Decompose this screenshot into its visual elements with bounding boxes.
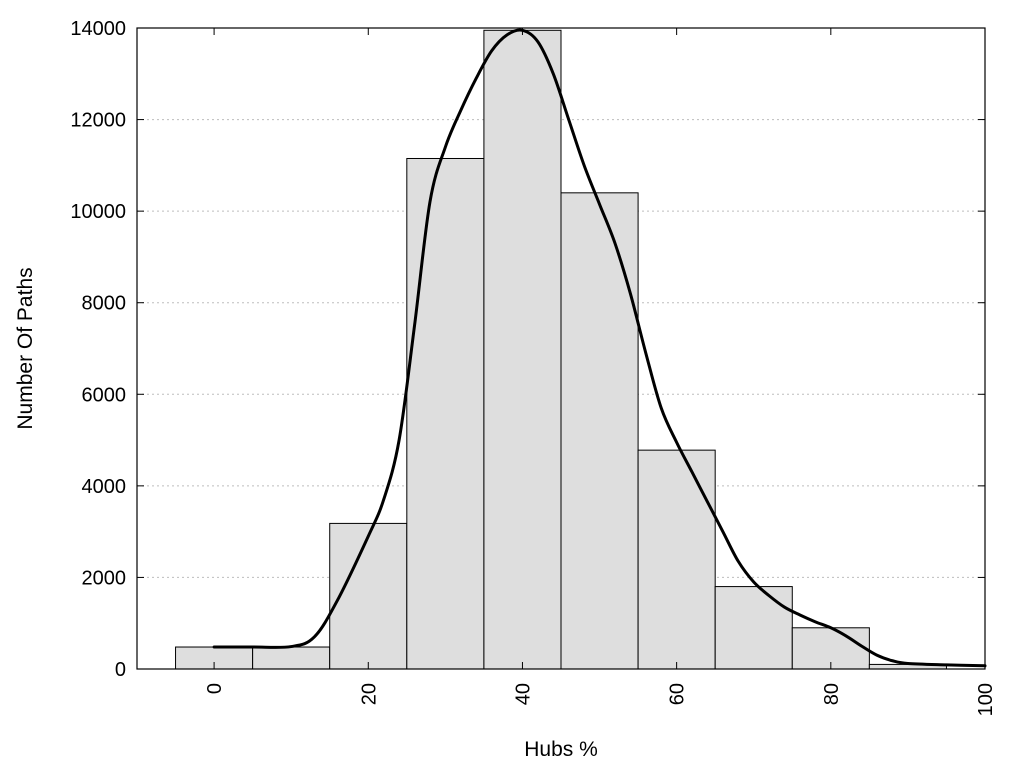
histogram-bar <box>483 29 562 670</box>
y-axis-ticks: 0 2000 4000 6000 8000 10000 12000 14000 <box>70 18 985 681</box>
histogram-bar <box>714 586 793 670</box>
histogram-bar <box>252 646 331 670</box>
gridlines <box>137 119 985 578</box>
x-tick-label: 0 <box>204 683 226 694</box>
x-tick-label: 80 <box>821 683 843 705</box>
x-tick-label: 40 <box>512 683 534 705</box>
x-tick-label: 20 <box>358 683 380 705</box>
plot-frame <box>136 27 986 670</box>
y-tick-label: 12000 <box>70 110 126 132</box>
y-tick-label: 10000 <box>70 201 126 223</box>
y-tick-label: 4000 <box>82 476 127 498</box>
density-curve-group <box>212 28 987 668</box>
y-tick-label: 8000 <box>82 293 127 315</box>
histogram-bar <box>406 157 485 670</box>
histogram-bar <box>560 192 639 670</box>
y-tick-label: 0 <box>115 659 126 681</box>
y-tick-label: 2000 <box>82 567 127 589</box>
y-tick-label: 6000 <box>82 384 127 406</box>
y-axis-label: Number Of Paths <box>14 267 37 429</box>
histogram-bars <box>175 29 947 670</box>
y-tick-label: 14000 <box>70 18 126 40</box>
x-axis-ticks: 0 20 40 60 80 100 <box>204 28 997 716</box>
x-tick-label: 100 <box>975 683 997 716</box>
density-curve <box>212 28 987 668</box>
x-axis-label: Hubs % <box>524 738 598 761</box>
histogram-bar <box>637 449 716 670</box>
x-tick-label: 60 <box>667 683 689 705</box>
